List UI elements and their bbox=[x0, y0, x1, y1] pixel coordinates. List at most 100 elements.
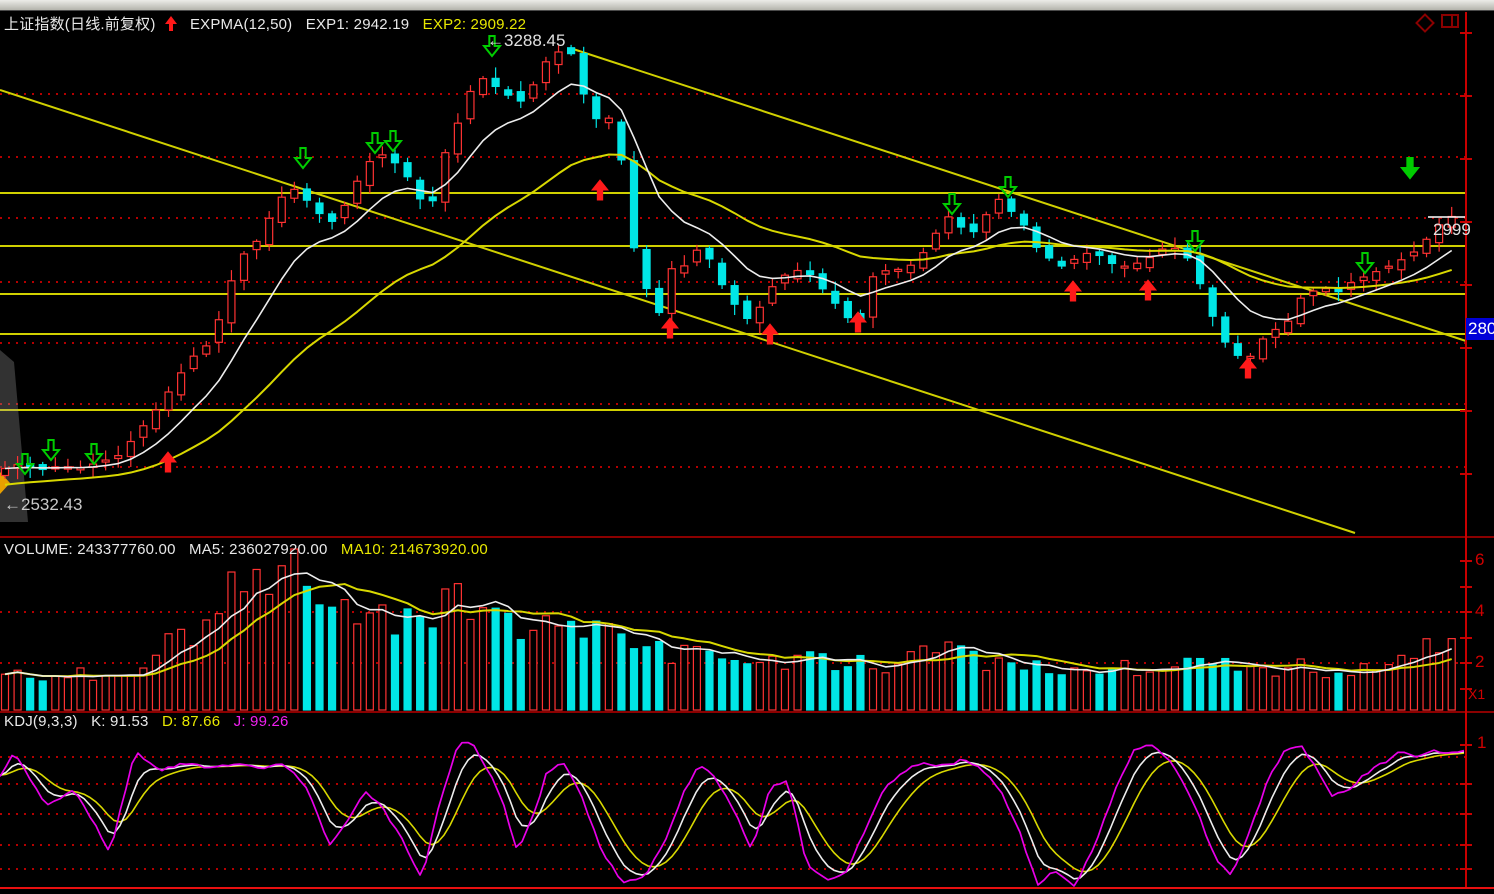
candle-body bbox=[818, 273, 827, 290]
kdj-k-line bbox=[0, 751, 1465, 880]
volume-bar bbox=[1019, 669, 1029, 711]
candle-body bbox=[1233, 343, 1242, 356]
kdj-j-line bbox=[0, 741, 1465, 887]
volume-bar bbox=[680, 644, 689, 711]
candle-body bbox=[1208, 287, 1217, 317]
volume-bar bbox=[1158, 669, 1167, 711]
volume-bar bbox=[1082, 670, 1091, 711]
candle-body bbox=[579, 53, 588, 95]
candle-body bbox=[1284, 320, 1293, 334]
candle-body bbox=[529, 84, 538, 99]
candle-body bbox=[1032, 226, 1041, 248]
candle-body bbox=[441, 152, 450, 203]
candle-body bbox=[139, 425, 148, 438]
volume-bar bbox=[566, 620, 576, 711]
volume-bar bbox=[151, 654, 161, 711]
candle-body bbox=[302, 188, 312, 201]
candle-body bbox=[881, 270, 890, 275]
candle-body bbox=[0, 467, 10, 477]
volume-bar bbox=[378, 604, 387, 711]
volume-bar bbox=[114, 675, 123, 711]
volume-bar bbox=[1057, 674, 1066, 711]
candle-body bbox=[265, 217, 274, 246]
volume-bar bbox=[101, 675, 110, 711]
candle-body bbox=[1057, 260, 1066, 267]
sell-signal-arrow-icon bbox=[1184, 230, 1206, 253]
candle-body bbox=[1120, 265, 1129, 269]
candle-body bbox=[1070, 258, 1079, 264]
volume-bar bbox=[0, 673, 10, 711]
volume-bar bbox=[1045, 673, 1054, 711]
candle-body bbox=[629, 160, 639, 249]
exp1-value: EXP1: 2942.19 bbox=[305, 16, 410, 33]
volume-bar bbox=[1221, 657, 1230, 711]
date-axis-strip[interactable] bbox=[0, 889, 1494, 894]
candle-body bbox=[1258, 338, 1268, 360]
trend-line bbox=[569, 47, 1467, 342]
volume-bar bbox=[1120, 659, 1129, 711]
candle-body bbox=[680, 265, 689, 274]
volume-bar bbox=[164, 633, 173, 711]
volume-bar bbox=[1321, 677, 1331, 711]
volume-ma10-value: MA10: 214673920.00 bbox=[340, 541, 488, 558]
candle-body bbox=[730, 285, 739, 305]
volume-bar bbox=[504, 612, 513, 711]
volume-bar bbox=[428, 627, 437, 711]
volume-bar bbox=[51, 675, 60, 711]
volume-bar bbox=[202, 619, 211, 711]
candle-body bbox=[831, 290, 840, 304]
volume-bar bbox=[931, 652, 941, 711]
candle-body bbox=[1082, 252, 1091, 263]
candle-body bbox=[151, 409, 161, 430]
window-layout-icon[interactable] bbox=[1441, 14, 1459, 28]
candle-body bbox=[290, 188, 299, 199]
kdj-d-value: D: 87.66 bbox=[161, 713, 221, 730]
volume-bar bbox=[1384, 663, 1393, 711]
volume-bar bbox=[541, 615, 551, 711]
candle-body bbox=[38, 464, 47, 471]
volume-bar bbox=[1107, 667, 1117, 711]
candle-body bbox=[1384, 265, 1393, 269]
volume-bar bbox=[667, 662, 676, 711]
volume-bar bbox=[1447, 638, 1456, 711]
candle-body bbox=[504, 89, 513, 96]
candle-body bbox=[277, 196, 286, 224]
candle-body bbox=[1271, 328, 1280, 338]
exp1-line bbox=[4, 83, 1453, 470]
volume-bar bbox=[340, 598, 349, 711]
sell-signal-arrow-icon bbox=[364, 132, 386, 155]
candle-body bbox=[994, 198, 1003, 214]
volume-bar bbox=[416, 616, 425, 711]
candle-body bbox=[642, 248, 651, 290]
volume-bar bbox=[629, 648, 639, 711]
volume-bar bbox=[1258, 667, 1268, 711]
volume-bar bbox=[353, 623, 362, 711]
volume-bar bbox=[1271, 675, 1280, 711]
candle-body bbox=[541, 61, 551, 84]
volume-bar bbox=[717, 658, 727, 711]
candle-body bbox=[1296, 297, 1305, 325]
candle-body bbox=[202, 345, 211, 355]
volume-bar bbox=[290, 548, 299, 711]
price-pane bbox=[0, 35, 1467, 534]
volume-bar bbox=[730, 659, 739, 711]
volume-bar bbox=[592, 620, 601, 711]
candle-body bbox=[327, 213, 337, 222]
volume-bar bbox=[126, 674, 135, 711]
volume-bar bbox=[1372, 669, 1381, 711]
low-price-label: ←2532.43 bbox=[4, 495, 82, 515]
candle-body bbox=[1359, 276, 1368, 282]
volume-bar bbox=[529, 629, 538, 711]
volume-bar bbox=[1422, 638, 1431, 711]
sell-signal-arrow-icon bbox=[382, 130, 404, 153]
low-price-value: 2532.43 bbox=[21, 495, 83, 514]
buy-signal-arrow-icon bbox=[660, 317, 680, 339]
candle-body bbox=[1095, 251, 1104, 257]
candle-body bbox=[101, 459, 110, 463]
peak-price-value: 3288.45 bbox=[504, 31, 566, 50]
volume-bar bbox=[214, 613, 223, 711]
candle-body bbox=[252, 240, 261, 251]
candle-body bbox=[1397, 259, 1406, 271]
candle-body bbox=[705, 247, 714, 260]
